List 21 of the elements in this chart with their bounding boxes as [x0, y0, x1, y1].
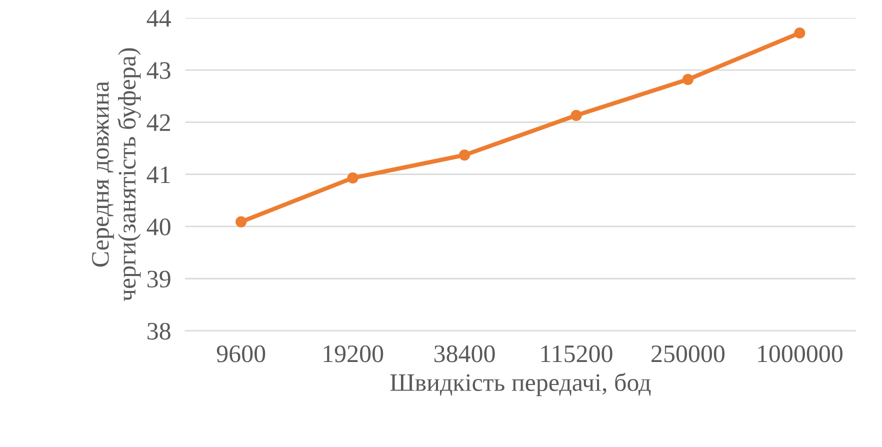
y-axis-title: Середня довжина черги(занятість буфера): [92, 48, 141, 302]
y-tick-label: 39: [148, 270, 170, 288]
y-tick-label: 42: [146, 114, 170, 131]
point: [347, 172, 358, 184]
x-tick-label: 19200: [324, 345, 384, 362]
x-tick-label: 9600: [216, 345, 266, 362]
x-tick-label: 1000000: [758, 345, 842, 362]
x-axis-title: Швидкість передачі, бод: [390, 372, 651, 396]
point: [570, 110, 582, 121]
y-tick-label: 43: [146, 62, 170, 79]
point: [458, 149, 470, 161]
x-tick-label: 38400: [434, 345, 495, 362]
x-tick-label: 250000: [652, 345, 725, 362]
point: [682, 74, 694, 85]
y-tick-label: 41: [146, 166, 170, 184]
y-tick-label: 38: [148, 322, 170, 340]
x-tick-label: 115200: [541, 345, 612, 362]
y-tick-label: 44: [146, 10, 171, 27]
y-tick-label: 40: [146, 218, 170, 236]
point: [794, 27, 806, 39]
point: [236, 216, 247, 228]
